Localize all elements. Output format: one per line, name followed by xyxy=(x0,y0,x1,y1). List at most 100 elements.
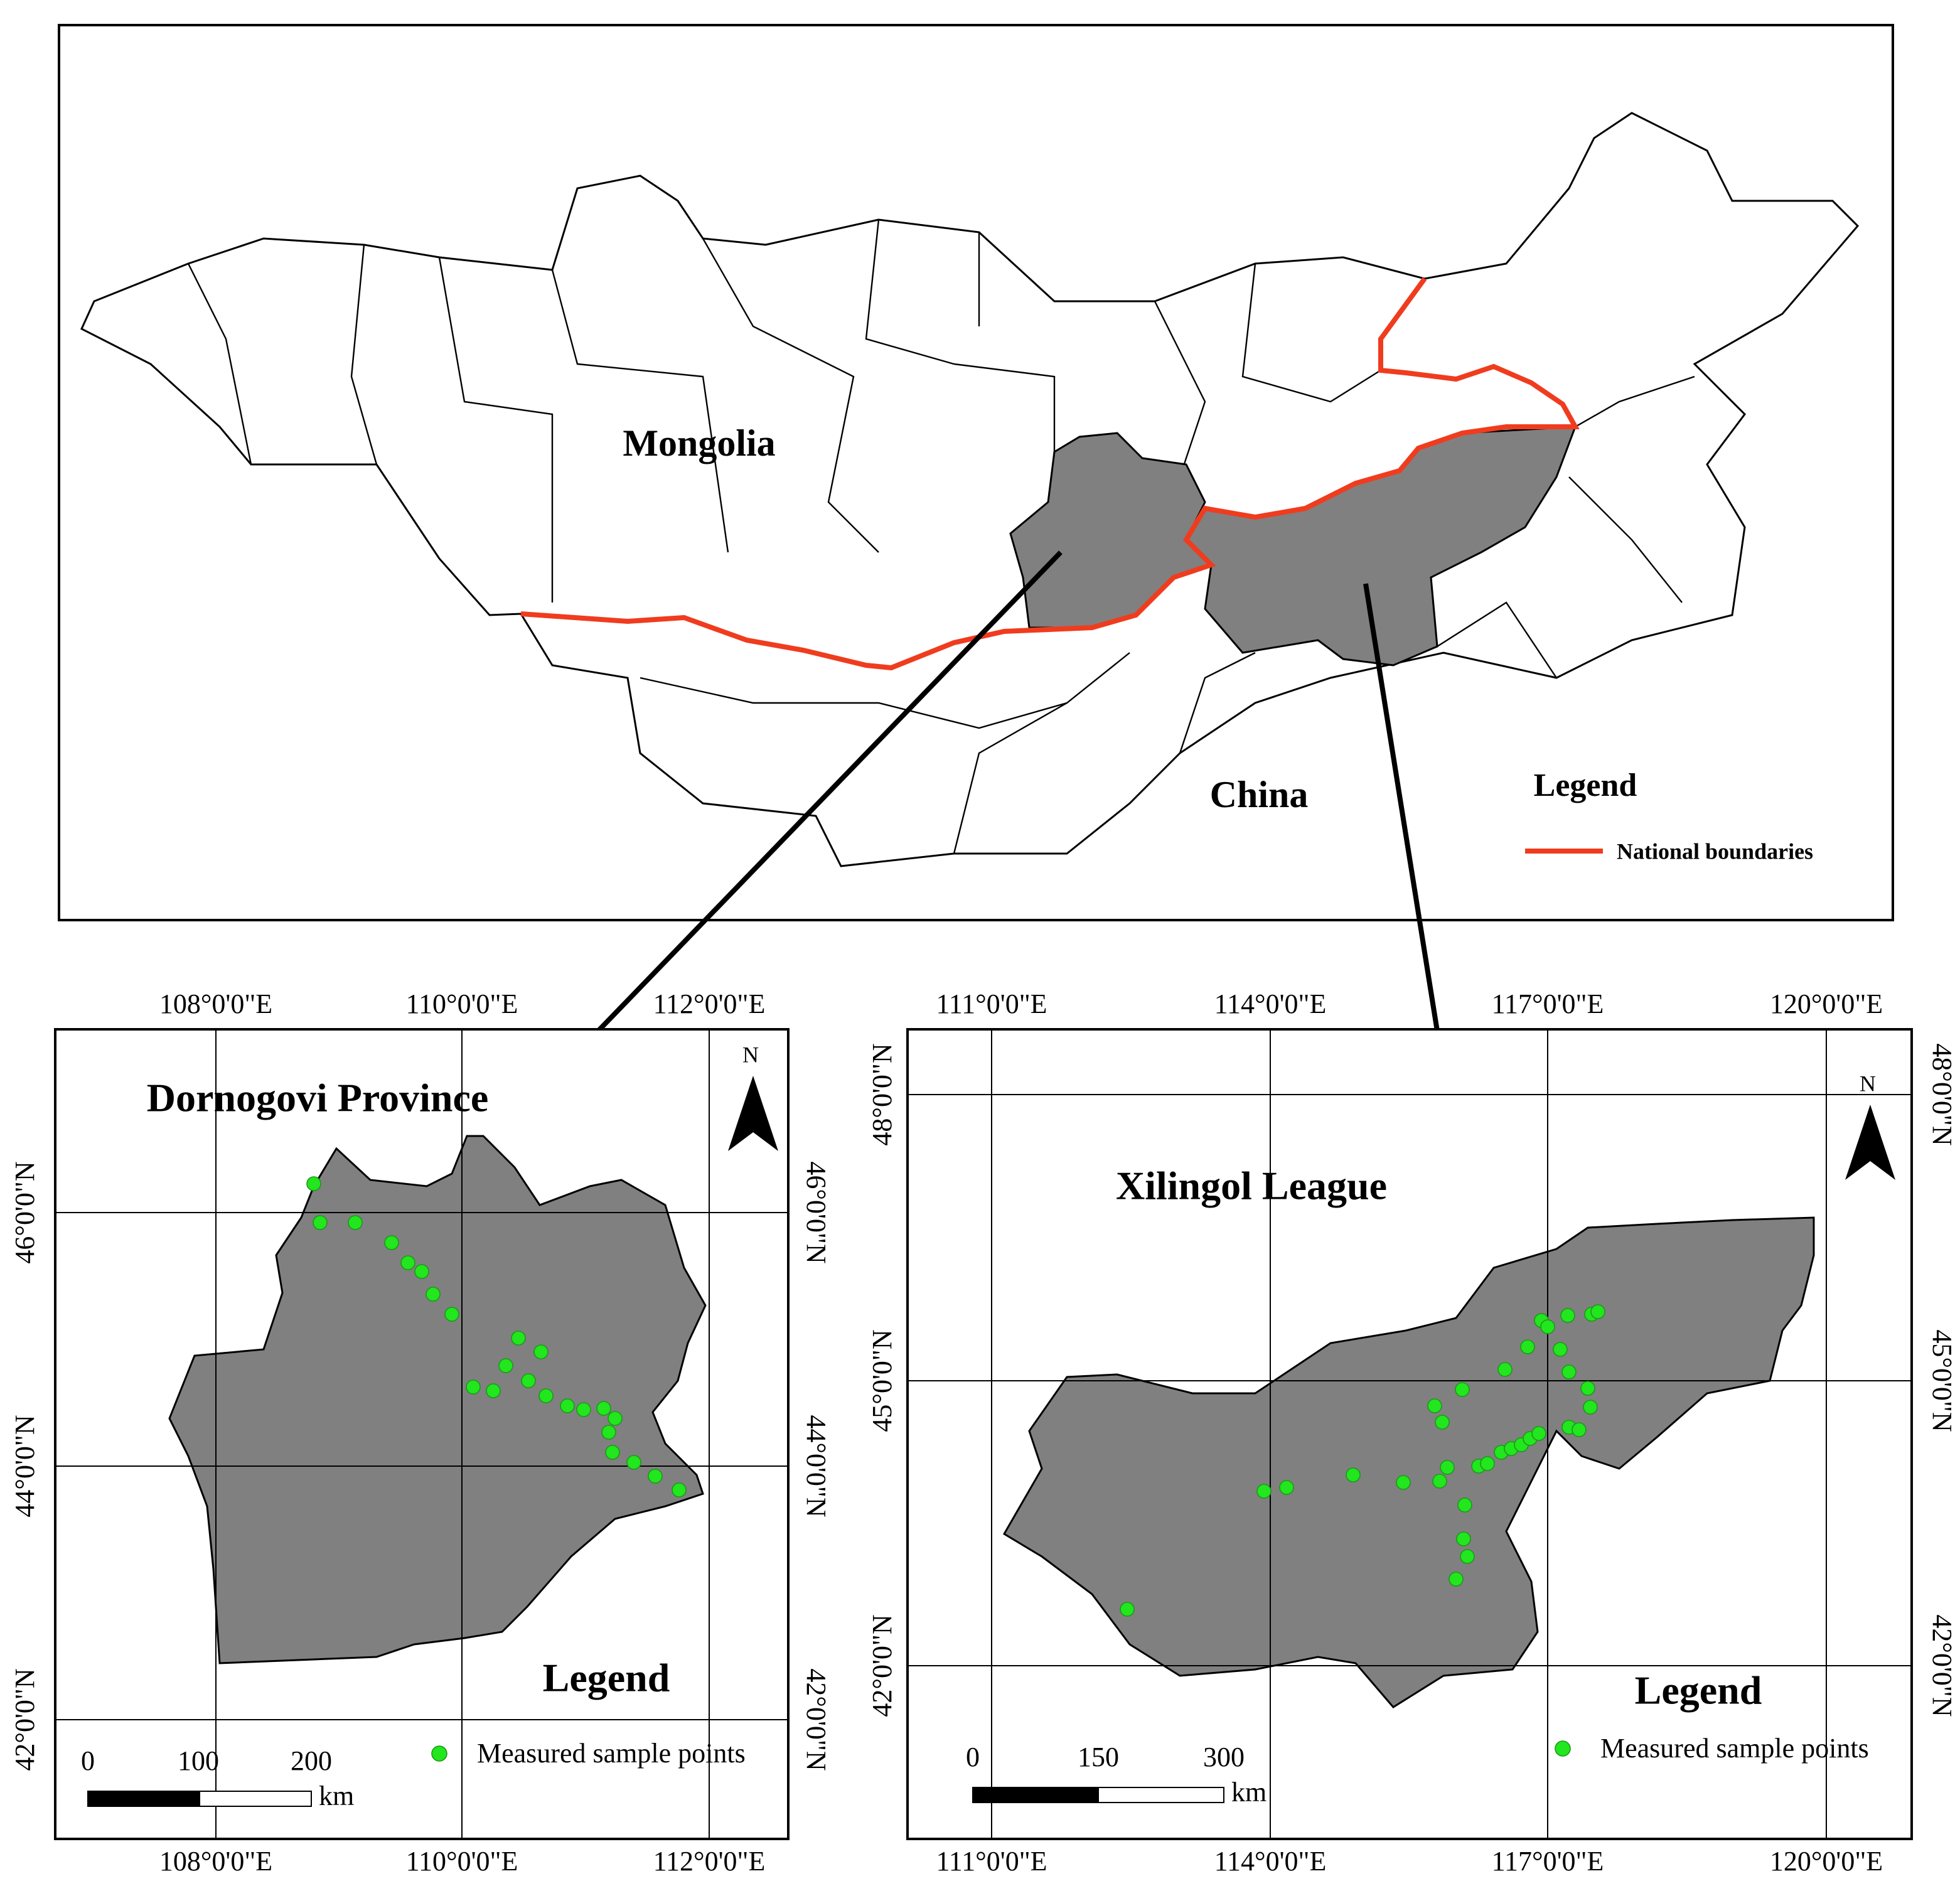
sample-point xyxy=(533,1344,549,1359)
sample-point xyxy=(400,1255,415,1270)
lon-label: 112°0'0"E xyxy=(653,1846,766,1877)
sample-point xyxy=(560,1398,575,1413)
lon-label: 108°0'0"E xyxy=(159,989,272,1019)
sample-point xyxy=(1560,1308,1575,1323)
sample-point xyxy=(648,1469,663,1484)
sample-point xyxy=(596,1401,611,1416)
sample-point xyxy=(538,1388,554,1403)
scale-label: 150 xyxy=(1078,1742,1119,1772)
sample-point xyxy=(576,1402,591,1417)
north-arrow xyxy=(1845,1105,1895,1180)
sample-point xyxy=(384,1235,399,1250)
north-label: N xyxy=(742,1042,759,1067)
lon-label: 114°0'0"E xyxy=(1214,989,1327,1019)
scale-bar-empty xyxy=(199,1791,312,1807)
sample-point xyxy=(1457,1498,1472,1513)
sample-point xyxy=(601,1425,616,1440)
sample-point xyxy=(1531,1426,1546,1441)
sample-point xyxy=(521,1373,536,1388)
province-boundary xyxy=(1179,651,1256,754)
lon-label: 114°0'0"E xyxy=(1214,1846,1327,1877)
lon-label: 117°0'0"E xyxy=(1492,989,1604,1019)
scale-label: 300 xyxy=(1203,1742,1245,1772)
lat-label: 42°0'0"N xyxy=(801,1668,832,1771)
sample-point xyxy=(511,1331,526,1346)
sample-point xyxy=(608,1411,623,1426)
lon-label: 112°0'0"E xyxy=(653,989,766,1019)
national-boundary xyxy=(520,277,1580,671)
legend-label: Measured sample points xyxy=(477,1738,746,1769)
province-boundary xyxy=(187,263,252,465)
sample-point xyxy=(1449,1572,1464,1587)
region-shape xyxy=(168,1135,707,1664)
lat-label: 42°0'0"N xyxy=(867,1614,897,1717)
sample-point xyxy=(498,1358,513,1373)
sample-point xyxy=(1460,1549,1475,1564)
north-arrow xyxy=(728,1076,778,1151)
north-label: N xyxy=(1860,1071,1876,1096)
province-boundary xyxy=(702,238,879,553)
scale-bar-filled xyxy=(87,1791,200,1807)
province-boundary xyxy=(1575,375,1695,428)
province-boundary xyxy=(1437,601,1557,678)
sample-point xyxy=(1456,1531,1471,1546)
sample-point xyxy=(1540,1319,1555,1334)
lat-label: 45°0'0"N xyxy=(867,1329,897,1432)
lon-label: 110°0'0"E xyxy=(406,989,518,1019)
province-boundary xyxy=(640,652,1130,729)
lat-label: 44°0'0"N xyxy=(9,1415,40,1517)
region-title: Xilingol League xyxy=(1116,1164,1387,1208)
sample-point xyxy=(605,1445,620,1460)
sample-point xyxy=(306,1176,321,1191)
sample-point xyxy=(1346,1467,1361,1482)
scale-unit: km xyxy=(1231,1777,1267,1808)
lon-label: 108°0'0"E xyxy=(159,1846,272,1877)
province-boundary xyxy=(350,244,378,465)
sample-point xyxy=(1590,1304,1605,1319)
china-outline xyxy=(520,112,1860,867)
province-boundary xyxy=(1154,301,1206,478)
sample-point xyxy=(444,1307,459,1322)
sample-point xyxy=(1435,1415,1450,1430)
province-boundary xyxy=(953,702,1068,854)
sample-point xyxy=(1520,1339,1535,1354)
legend-label: Measured sample points xyxy=(1600,1733,1869,1764)
lat-label: 48°0'0"N xyxy=(867,1043,897,1145)
scale-label: 0 xyxy=(966,1742,980,1772)
sample-point xyxy=(1256,1484,1272,1499)
sample-point xyxy=(626,1455,641,1470)
scale-label: 100 xyxy=(178,1745,219,1776)
lat-label: 46°0'0"N xyxy=(801,1161,832,1263)
province-boundary xyxy=(1241,263,1381,403)
lat-label: 44°0'0"N xyxy=(801,1415,832,1517)
lon-label: 120°0'0"E xyxy=(1770,1846,1883,1877)
province-boundary xyxy=(1568,476,1683,603)
region-title: Dornogovi Province xyxy=(147,1076,489,1120)
country-label: Mongolia xyxy=(623,422,775,464)
sample-point xyxy=(1279,1480,1294,1495)
sample-point xyxy=(1440,1460,1455,1475)
sample-point xyxy=(348,1215,363,1230)
sample-point xyxy=(1480,1456,1495,1471)
sample-point xyxy=(1583,1400,1598,1415)
country-label: China xyxy=(1210,774,1309,815)
scale-label: 0 xyxy=(81,1745,95,1776)
province-boundary xyxy=(551,269,729,553)
sample-point xyxy=(1497,1362,1513,1377)
sample-point xyxy=(1580,1381,1595,1396)
sample-point xyxy=(672,1482,687,1498)
sample-point xyxy=(426,1287,441,1302)
sample-point xyxy=(313,1215,328,1230)
lon-label: 111°0'0"E xyxy=(936,1846,1047,1877)
legend-label: National boundaries xyxy=(1617,839,1813,864)
lon-label: 117°0'0"E xyxy=(1492,1846,1604,1877)
scale-bar-filled xyxy=(972,1787,1099,1803)
sample-point xyxy=(1120,1602,1135,1617)
sample-point xyxy=(414,1264,429,1279)
legend-marker xyxy=(431,1745,447,1762)
sample-point xyxy=(1396,1475,1411,1490)
sample-point xyxy=(1427,1398,1442,1413)
sample-point xyxy=(1432,1474,1447,1489)
legend-marker xyxy=(1555,1740,1571,1757)
